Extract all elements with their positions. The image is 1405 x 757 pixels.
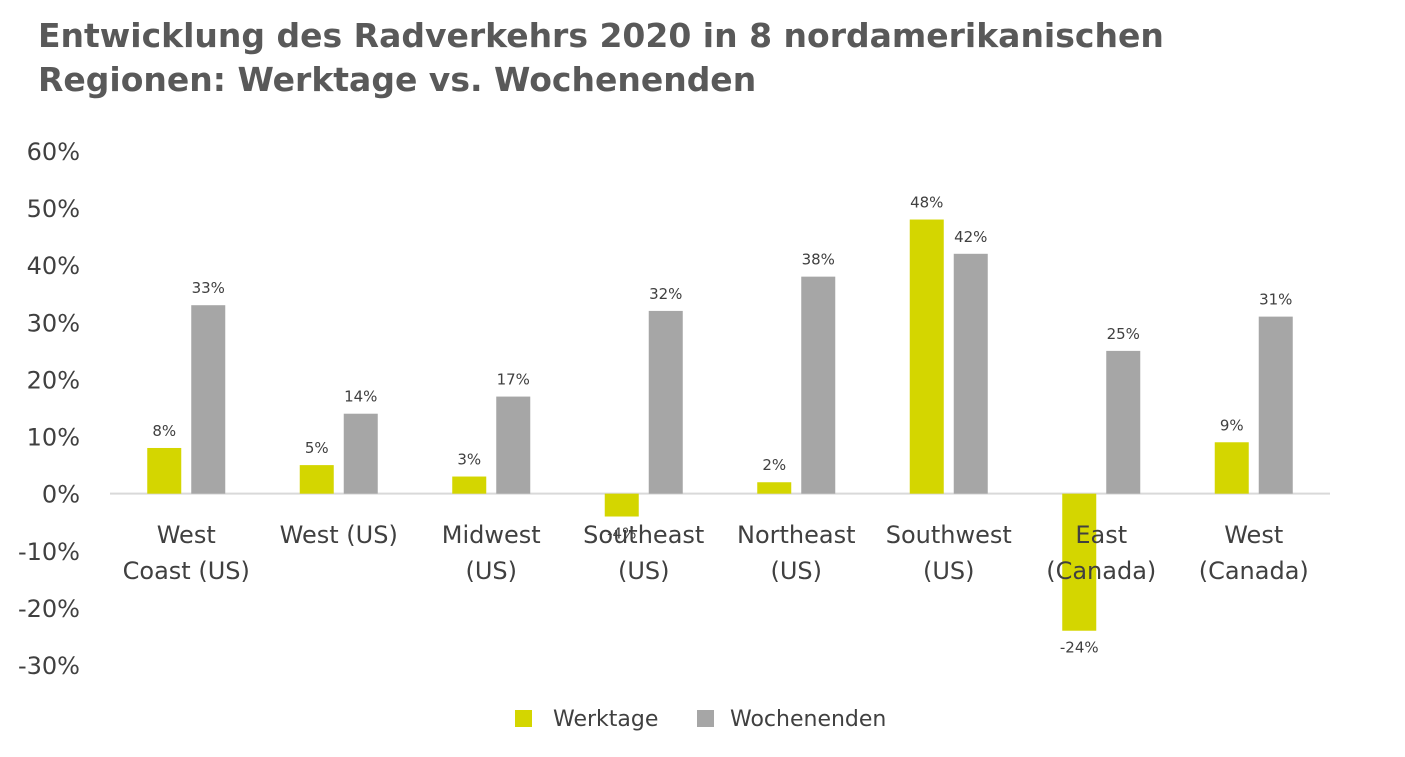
bar-wochenenden [1258, 316, 1293, 494]
y-tick-label: 20% [27, 366, 80, 394]
x-tick-label: (US) [618, 557, 670, 585]
x-tick-label: (US) [465, 557, 517, 585]
y-tick-label: 30% [27, 309, 80, 337]
bar-werktage [299, 465, 334, 494]
bars [147, 219, 1293, 631]
x-tick-label: West (US) [280, 521, 398, 549]
x-tick-label: Midwest [442, 521, 541, 549]
bar-werktage [1062, 493, 1097, 631]
y-tick-label: -20% [18, 595, 80, 623]
y-tick-label: 0% [42, 481, 80, 509]
data-label: 9% [1220, 416, 1244, 434]
data-label: 33% [192, 279, 225, 297]
x-tick-label: East [1075, 521, 1127, 549]
bar-werktage [1214, 442, 1249, 494]
y-tick-label: 50% [27, 195, 80, 223]
x-axis: West Coast (US) West (US) Midwest (US) Southe… [123, 521, 1309, 585]
legend-swatch-wochenenden [697, 710, 714, 727]
x-tick-label: Northeast [737, 521, 856, 549]
data-label: -24% [1060, 639, 1099, 657]
bar-wochenenden [648, 310, 683, 494]
data-label: 42% [954, 228, 987, 246]
x-tick-label: (Canada) [1046, 557, 1156, 585]
y-axis: 60% 50% 40% 30% 20% 10% 0% -10% -20% -30% [18, 138, 80, 680]
x-tick-label: Coast (US) [123, 557, 250, 585]
data-label: 38% [802, 251, 835, 269]
y-tick-label: 40% [27, 252, 80, 280]
y-tick-label: 10% [27, 424, 80, 452]
data-label: 8% [152, 422, 176, 440]
data-label: 3% [457, 451, 481, 469]
bar-wochenenden [801, 276, 836, 494]
legend-swatch-werktage [515, 710, 532, 727]
bar-wochenenden [343, 413, 378, 494]
bar-werktage [147, 447, 182, 494]
bar-werktage [604, 493, 639, 517]
data-label: 17% [497, 371, 530, 389]
x-tick-label: Southeast [583, 521, 704, 549]
y-tick-label: -30% [18, 652, 80, 680]
bar-wochenenden [191, 305, 226, 494]
bar-wochenenden [953, 253, 988, 494]
x-tick-label: (Canada) [1199, 557, 1309, 585]
x-tick-label: Southwest [886, 521, 1012, 549]
bar-wochenenden [496, 396, 531, 494]
legend-label: Werktage [553, 707, 658, 732]
data-label: 2% [762, 456, 786, 474]
data-label: 48% [910, 194, 943, 212]
data-label: 32% [649, 285, 682, 303]
x-tick-label: (US) [770, 557, 822, 585]
chart-title: Entwicklung des Radverkehrs 2020 in 8 no… [38, 16, 1164, 99]
legend: Werktage Wochenenden [515, 707, 886, 732]
x-tick-label: West [157, 521, 216, 549]
bar-werktage [757, 482, 792, 494]
data-labels: 8% 33% 5% 14% 3% 17% -4% 32% 2% 38% 48% 42% -24% 25% 9… [152, 194, 1292, 657]
y-tick-label: -10% [18, 538, 80, 566]
data-label: 14% [344, 388, 377, 406]
data-label: 5% [305, 439, 329, 457]
data-label: -4% [607, 525, 636, 543]
bar-werktage [452, 476, 487, 494]
data-label: 31% [1259, 291, 1292, 309]
x-tick-label: West [1224, 521, 1283, 549]
bar-wochenenden [1106, 350, 1141, 494]
y-tick-label: 60% [27, 138, 80, 166]
legend-label: Wochenenden [730, 707, 886, 732]
bar-werktage [909, 219, 944, 494]
data-label: 25% [1107, 325, 1140, 343]
x-tick-label: (US) [923, 557, 975, 585]
